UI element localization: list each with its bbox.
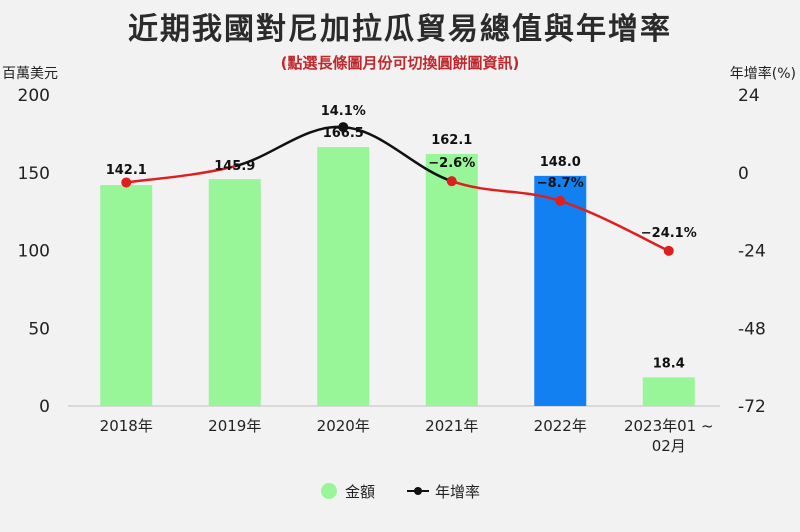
bar-2020年[interactable] [317, 147, 370, 406]
legend-line-label: 年增率 [435, 483, 480, 501]
growth-value-label: −24.1% [641, 226, 697, 241]
chart-title: 近期我國對尼加拉瓜貿易總值與年增率 [128, 12, 672, 47]
y-left-axis-label: 百萬美元 [2, 66, 58, 82]
legend-bar-label: 金額 [345, 483, 375, 501]
growth-point-2021年 [446, 176, 457, 187]
x-tick-label: 2018年 [100, 417, 153, 435]
growth-value-label: 14.1% [321, 104, 366, 119]
x-tick-label: 2021年 [425, 417, 478, 435]
growth-point-2023年01 ~ 02月 [663, 245, 674, 256]
y-left-tick-label: 50 [28, 319, 50, 339]
growth-value-label: −8.7% [537, 176, 584, 191]
bar-value-label: 166.5 [323, 126, 364, 141]
bar-2022年[interactable] [534, 175, 587, 406]
bar-2019年[interactable] [208, 179, 261, 406]
growth-value-label: −2.6% [428, 156, 475, 171]
y-left-tick-label: 100 [18, 242, 50, 262]
bar-value-label: 162.1 [431, 133, 472, 148]
y-right-tick-label: 0 [738, 164, 749, 184]
legend-line-dot [414, 487, 422, 495]
bar-2023年01 ~ 02月[interactable] [642, 377, 695, 406]
bar-value-label: 145.9 [214, 159, 255, 174]
growth-point-2022年 [555, 195, 566, 206]
x-tick-label: 2023年01 ~ [624, 417, 714, 435]
x-tick-label: 2019年 [208, 417, 261, 435]
bar-value-label: 18.4 [653, 356, 685, 371]
x-tick-label: 2020年 [317, 417, 370, 435]
growth-point-2020年 [338, 122, 349, 133]
growth-line-segment [234, 125, 344, 168]
growth-line-segment [343, 125, 453, 183]
y-right-tick-label: -72 [738, 397, 766, 417]
legend-bar-marker [321, 483, 337, 499]
bar-2018年[interactable] [100, 185, 153, 406]
y-left-tick-label: 0 [39, 397, 50, 417]
bar-value-label: 148.0 [540, 155, 581, 170]
y-right-axis-label: 年增率(%) [730, 65, 796, 82]
growth-line-segment [451, 179, 561, 203]
y-right-tick-label: -24 [738, 242, 766, 262]
chart-subtitle: (點選長條圖月份可切換圓餅圖資訊) [280, 54, 520, 72]
growth-point-2018年 [121, 177, 132, 188]
x-tick-label: 02月 [652, 437, 686, 455]
bar-value-label: 142.1 [106, 163, 147, 178]
bar-2021年[interactable] [425, 153, 478, 406]
y-right-tick-label: 24 [738, 86, 760, 106]
x-tick-label: 2022年 [534, 417, 587, 435]
y-left-tick-label: 200 [18, 86, 50, 106]
y-right-tick-label: -48 [738, 319, 766, 339]
growth-line-segment [559, 199, 670, 252]
growth-line-segment [126, 165, 236, 184]
y-left-tick-label: 150 [18, 164, 50, 184]
